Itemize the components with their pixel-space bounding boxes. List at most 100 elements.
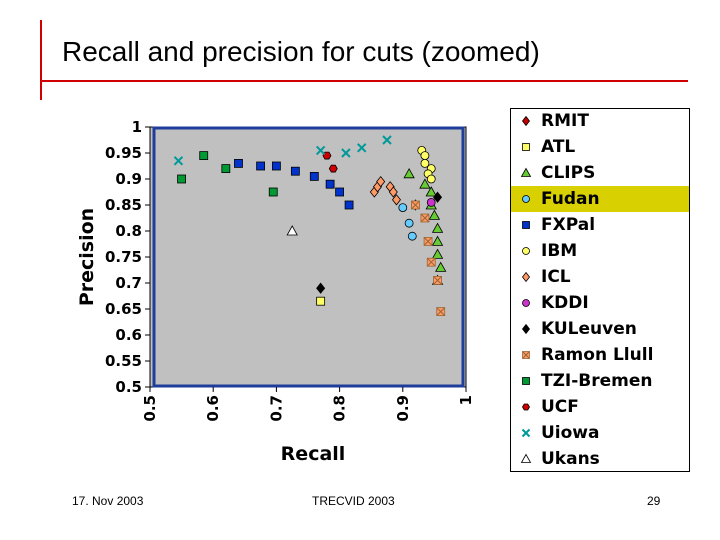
data-point-atl [316,296,326,306]
legend-label: TZI-Bremen [541,371,653,391]
data-point-clips [431,235,444,246]
data-point-fudan [407,231,417,241]
y-tick-label: 0.6 [115,326,142,344]
legend-label: ICL [541,267,571,287]
legend-symbol-icl [521,271,531,283]
legend-marker-icl [511,267,541,287]
marker-stroke [357,143,367,153]
footer-page-number: 29 [647,494,661,508]
legend-marker-kuleuven [511,319,541,339]
legend-marker-symbol [521,323,531,335]
legend-marker-symbol [522,195,530,203]
legend-symbol-ukans [520,453,532,463]
data-point-uiowa [315,145,326,156]
legend-label: Fudan [541,189,600,209]
legend-symbol-uiowa [521,428,531,438]
legend-label: CLIPS [541,163,596,183]
y-tick-label: 1 [132,118,142,136]
data-point-clips [431,248,444,259]
legend-item-fxpal: FXPal [511,212,689,238]
legend-label: Uiowa [541,423,600,443]
legend-marker-symbol [522,143,530,151]
legend-symbol-ramon-llull [522,351,530,359]
data-point-ibm [420,151,430,161]
data-point-fxpal [309,171,319,181]
x-tick-label: 0.6 [204,395,222,422]
legend-label: Ramon Llull [541,345,654,365]
legend-item-kuleuven: KULeuven [511,316,689,342]
marker-stroke [521,428,531,438]
marker-stroke [315,145,326,156]
data-point-tzi-bremen [221,164,231,174]
legend-label: FXPal [541,215,596,235]
legend-item-ibm: IBM [511,238,689,264]
legend-label: IBM [541,241,578,261]
marker-stroke [423,237,433,246]
data-point-fxpal [271,161,281,171]
data-point-ibm [420,158,430,168]
data-point-ucf [328,164,338,173]
data-point-fxpal [234,158,243,168]
data-point-clips [435,261,447,272]
x-tick-label: 0.7 [267,395,285,422]
series-kuleuven [316,191,443,294]
y-tick-label: 0.9 [115,170,142,188]
slide-title: Recall and precision for cuts (zoomed) [62,36,540,67]
data-point-uiowa [341,148,351,158]
legend-item-fudan: Fudan [511,186,689,212]
y-tick-label: 0.75 [105,248,142,266]
marker-stroke [173,156,184,166]
data-point-ramon-llull [426,257,436,267]
series-uiowa [173,135,392,166]
series-clips [403,167,447,285]
data-point-fudan [404,218,414,228]
legend-marker-symbol [521,115,531,127]
series-fxpal [234,158,354,210]
data-point-fxpal [325,179,335,189]
legend-symbol-tzi-bremen [522,377,530,385]
legend-label: ATL [541,137,576,157]
legend-item-clips: CLIPS [511,160,689,186]
legend-marker-tzi-bremen [511,371,541,391]
data-point-clips [428,209,441,220]
legend-item-kddi: KDDI [511,290,689,316]
legend-marker-symbol [521,271,531,283]
series-ramon-llull [411,200,446,317]
y-tick-label: 0.95 [105,144,142,162]
legend-item-rmit: RMIT [511,108,689,134]
data-point-ramon-llull [436,307,446,317]
y-tick-label: 0.7 [115,274,142,292]
legend-marker-symbol [520,453,532,463]
legend-item-icl: ICL [511,264,689,290]
series-ibm [417,145,436,184]
footer-event: TRECVID 2003 [312,494,395,508]
legend-marker-symbol [522,221,530,229]
marker-stroke [341,148,351,158]
data-point-ramon-llull [411,200,420,210]
legend-label: KDDI [541,293,589,313]
data-point-ukans [286,225,298,236]
data-point-uiowa [357,143,367,153]
legend-marker-symbol [521,428,531,438]
data-point-uiowa [382,135,392,145]
data-point-kuleuven [316,282,326,294]
data-point-kddi [426,197,436,207]
data-point-tzi-bremen [268,187,278,197]
legend-item-ucf: UCF [511,394,689,420]
plot-area [149,126,467,388]
data-point-icl [391,194,401,206]
data-point-ramon-llull [433,275,442,285]
legend-item-ukans: Ukans [511,446,689,472]
data-point-fxpal [335,187,345,197]
data-point-icl [388,186,398,198]
legend-label: Ukans [541,449,600,469]
legend-label: UCF [541,397,579,417]
legend-label: RMIT [541,111,589,131]
data-point-kuleuven [433,191,443,203]
legend-marker-symbol [522,403,530,411]
y-axis-title: Precision [76,208,98,306]
data-point-ramon-llull [423,236,433,246]
legend-marker-fxpal [511,215,541,235]
y-tick-label: 0.85 [105,196,142,214]
